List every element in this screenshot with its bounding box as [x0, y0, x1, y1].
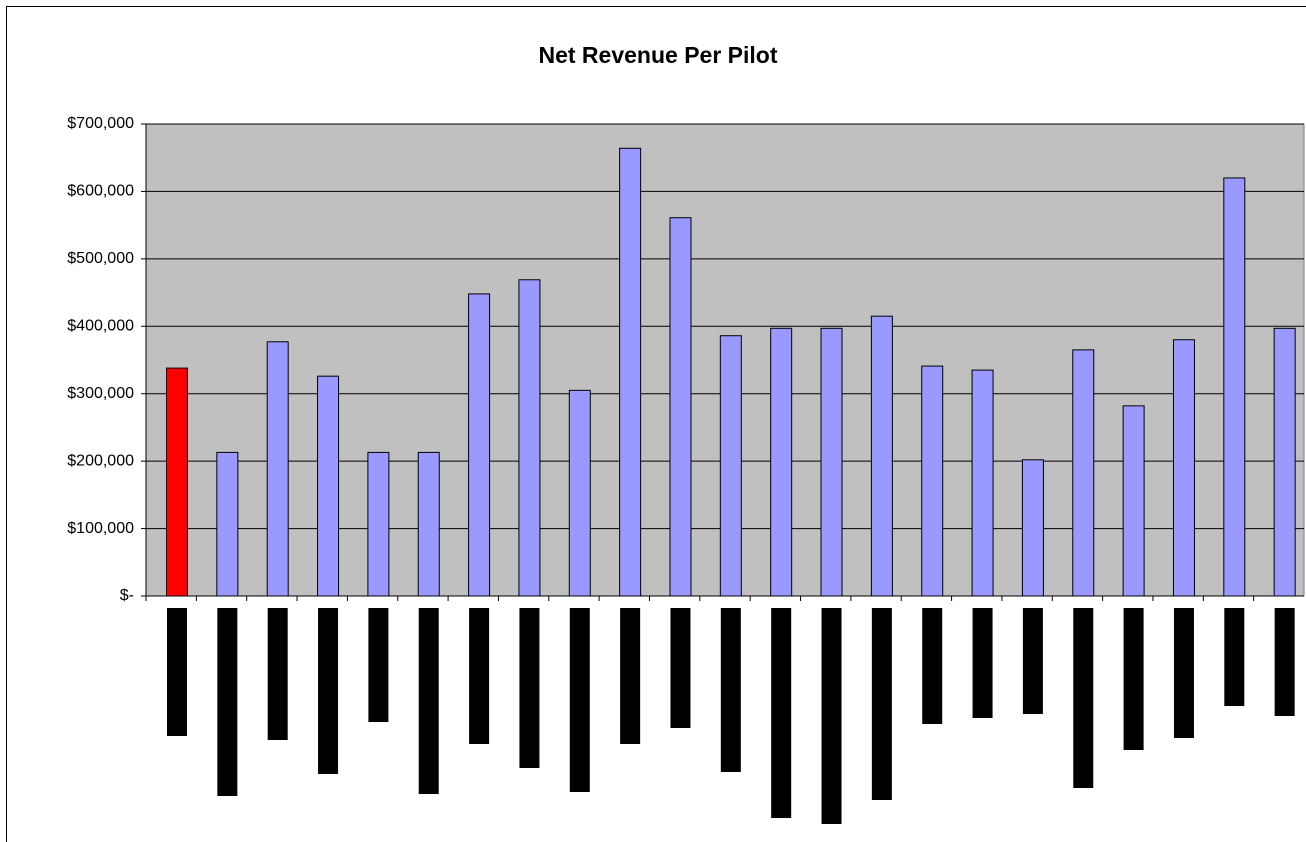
obscured-label — [1123, 608, 1144, 750]
chart-title: Net Revenue Per Pilot — [538, 42, 777, 68]
obscured-label — [267, 608, 288, 740]
bar — [468, 293, 491, 597]
bar — [1273, 327, 1296, 597]
obscured-label — [720, 608, 741, 772]
bar — [518, 279, 541, 597]
bar — [166, 367, 188, 597]
obscured-label — [519, 608, 540, 768]
obscured-label — [1274, 608, 1295, 716]
obscured-label — [569, 608, 590, 792]
obscured-label — [368, 608, 389, 722]
obscured-label — [469, 608, 490, 744]
bar — [1122, 405, 1145, 597]
y-tick-label: $400,000 — [67, 318, 134, 335]
bar — [870, 315, 893, 597]
obscured-label — [771, 608, 792, 818]
obscured-label — [670, 608, 691, 728]
bar — [1172, 339, 1195, 597]
obscured-label — [972, 608, 993, 718]
obscured-label — [620, 608, 641, 744]
bar — [770, 327, 793, 597]
bar — [417, 451, 440, 597]
bar — [1021, 459, 1044, 597]
bar — [669, 217, 692, 597]
obscured-label — [871, 608, 892, 800]
bar — [1223, 177, 1246, 597]
obscured-label — [1073, 608, 1094, 788]
obscured-label — [217, 608, 238, 796]
obscured-label — [1224, 608, 1245, 706]
y-tick-label: $300,000 — [67, 385, 134, 402]
obscured-label — [167, 608, 187, 736]
obscured-label — [1173, 608, 1194, 738]
obscured-label — [1022, 608, 1043, 714]
obscured-label — [821, 608, 842, 824]
y-tick-label: $- — [120, 587, 134, 604]
y-tick-label: $200,000 — [67, 452, 134, 469]
obscured-label — [418, 608, 439, 794]
bar — [1072, 349, 1095, 597]
y-tick-label: $100,000 — [67, 520, 134, 537]
y-tick-label: $600,000 — [67, 183, 134, 200]
obscured-label — [922, 608, 943, 724]
bar — [921, 365, 944, 597]
bar — [971, 369, 994, 597]
bar — [367, 451, 390, 597]
y-tick-label: $500,000 — [67, 250, 134, 267]
bar — [719, 335, 742, 597]
bar — [820, 327, 843, 597]
obscured-label — [318, 608, 339, 774]
bar — [216, 451, 239, 597]
bar — [266, 341, 289, 597]
y-tick-label: $700,000 — [67, 115, 134, 132]
bar — [568, 389, 591, 597]
bar — [619, 147, 642, 597]
bar — [317, 375, 340, 597]
